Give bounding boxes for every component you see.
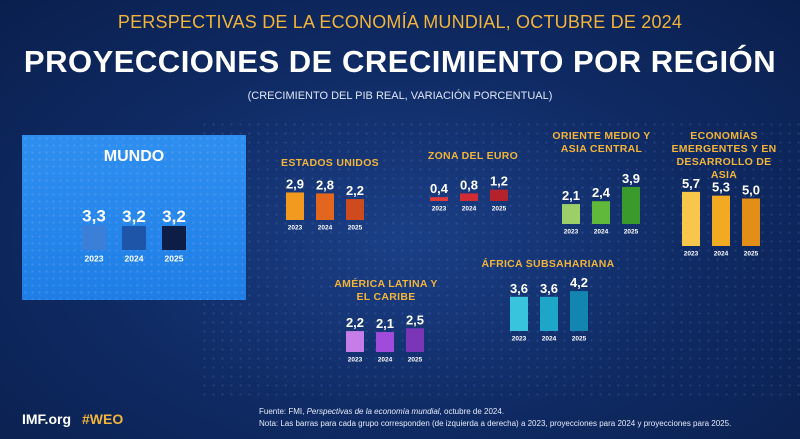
tick-label-eeuu-2024: 2024 — [318, 225, 333, 232]
value-label-africa-2024: 3,6 — [540, 281, 558, 296]
bar-africa-2023 — [510, 296, 528, 331]
tick-label-africa-2025: 2025 — [572, 336, 587, 343]
bar-mundo-2024 — [122, 226, 146, 250]
chart-latam: 2,2 2023 2,1 2024 2,5 2025 — [346, 312, 424, 364]
chart-africa: 3,6 2023 3,6 2024 4,2 2025 — [510, 275, 588, 343]
bar-oriente-2025 — [622, 186, 640, 224]
tick-label-euro-2025: 2025 — [492, 206, 507, 213]
value-label-mundo-2024: 3,2 — [122, 207, 146, 226]
value-label-eeuu-2025: 2,2 — [346, 183, 364, 198]
chart-title-euro: ZONA DEL EURO — [427, 150, 519, 162]
tick-label-mundo-2025: 2025 — [165, 254, 184, 264]
chart-title-africa: ÁFRICA SUBSAHARIANA — [481, 258, 615, 270]
tick-label-mundo-2024: 2024 — [125, 254, 144, 264]
bar-mundo-2023 — [82, 225, 106, 250]
tick-label-oriente-2025: 2025 — [624, 229, 639, 236]
tick-label-latam-2024: 2024 — [378, 357, 393, 364]
value-label-asia-2023: 5,7 — [682, 176, 700, 191]
tick-label-eeuu-2025: 2025 — [348, 225, 363, 232]
weo-hashtag[interactable]: #WEO — [82, 411, 124, 427]
bar-latam-2024 — [376, 332, 394, 352]
bar-eeuu-2024 — [316, 193, 334, 220]
tick-label-africa-2024: 2024 — [542, 336, 557, 343]
tick-label-oriente-2024: 2024 — [594, 229, 609, 236]
chart-title-latam: AMÉRICA LATINA Y EL CARIBE — [334, 278, 438, 303]
tick-label-eeuu-2023: 2023 — [288, 225, 303, 232]
tick-label-asia-2025: 2025 — [744, 251, 759, 258]
value-label-latam-2024: 2,1 — [376, 316, 394, 331]
note-line: Nota: Las barras para cada grupo corresp… — [259, 419, 732, 428]
value-label-oriente-2024: 2,4 — [592, 185, 611, 200]
bar-africa-2024 — [540, 296, 558, 331]
chart-title-asia: ECONOMÍAS EMERGENTES Y EN DESARROLLO DE … — [671, 130, 777, 181]
bar-eeuu-2023 — [286, 192, 304, 220]
value-label-euro-2024: 0,8 — [460, 177, 478, 192]
chart-title-oriente: ORIENTE MEDIO Y ASIA CENTRAL — [552, 130, 651, 155]
tick-label-asia-2024: 2024 — [714, 251, 729, 258]
chart-title-eeuu: ESTADOS UNIDOS — [281, 157, 379, 169]
bar-asia-2025 — [742, 198, 760, 246]
bar-latam-2023 — [346, 331, 364, 352]
tick-label-latam-2025: 2025 — [408, 357, 423, 364]
bar-euro-2024 — [460, 193, 478, 201]
chart-asia: 5,7 2023 5,3 2024 5,0 2025 — [682, 176, 760, 258]
bar-asia-2023 — [682, 191, 700, 246]
bar-euro-2023 — [430, 197, 448, 201]
tick-label-euro-2023: 2023 — [432, 206, 447, 213]
chart-mundo: 3,3 2023 3,2 2024 3,2 2025 — [82, 206, 186, 264]
chart-eeuu: 2,9 2023 2,8 2024 2,2 2025 — [286, 176, 364, 232]
value-label-euro-2023: 0,4 — [430, 181, 449, 196]
tick-label-euro-2024: 2024 — [462, 206, 477, 213]
tick-label-oriente-2023: 2023 — [564, 229, 579, 236]
value-label-africa-2025: 4,2 — [570, 275, 588, 290]
header-report-title: PERSPECTIVAS DE LA ECONOMÍA MUNDIAL, OCT… — [117, 12, 683, 32]
imf-logo-text[interactable]: IMF.org — [22, 411, 71, 427]
source-line: Fuente: FMI, Perspectivas de la economía… — [259, 407, 505, 416]
value-label-latam-2025: 2,5 — [406, 312, 424, 327]
world-map-dots — [200, 120, 800, 400]
value-label-mundo-2023: 3,3 — [82, 206, 106, 225]
value-label-asia-2024: 5,3 — [712, 180, 730, 195]
value-label-euro-2025: 1,2 — [490, 174, 508, 189]
world-panel-map — [22, 135, 246, 300]
value-label-eeuu-2023: 2,9 — [286, 176, 304, 191]
bar-eeuu-2025 — [346, 199, 364, 220]
bar-latam-2025 — [406, 328, 424, 352]
tick-label-asia-2023: 2023 — [684, 251, 699, 258]
bar-oriente-2023 — [562, 204, 580, 224]
bar-mundo-2025 — [162, 226, 186, 250]
value-label-asia-2025: 5,0 — [742, 183, 760, 198]
bar-asia-2024 — [712, 195, 730, 246]
tick-label-latam-2023: 2023 — [348, 357, 363, 364]
chart-oriente: 2,1 2023 2,4 2024 3,9 2025 — [562, 171, 640, 236]
value-label-latam-2023: 2,2 — [346, 315, 364, 330]
value-label-oriente-2023: 2,1 — [562, 188, 580, 203]
value-label-oriente-2025: 3,9 — [622, 171, 640, 186]
world-panel: MUNDO — [22, 135, 246, 300]
chart-euro: 0,4 2023 0,8 2024 1,2 2025 — [430, 174, 508, 213]
bar-oriente-2024 — [592, 201, 610, 224]
bar-africa-2025 — [570, 291, 588, 331]
value-label-africa-2023: 3,6 — [510, 281, 528, 296]
tick-label-africa-2023: 2023 — [512, 336, 527, 343]
bar-euro-2025 — [490, 189, 508, 201]
value-label-mundo-2025: 3,2 — [162, 207, 186, 226]
tick-label-mundo-2023: 2023 — [85, 254, 104, 264]
value-label-eeuu-2024: 2,8 — [316, 177, 334, 192]
page-subtitle: (CRECIMIENTO DEL PIB REAL, VARIACIÓN POR… — [247, 90, 553, 102]
page-title: PROYECCIONES DE CRECIMIENTO POR REGIÓN — [23, 44, 777, 79]
chart-title-mundo: MUNDO — [103, 148, 165, 165]
footer-source: Fuente: FMI, Perspectivas de la economía… — [259, 406, 731, 430]
